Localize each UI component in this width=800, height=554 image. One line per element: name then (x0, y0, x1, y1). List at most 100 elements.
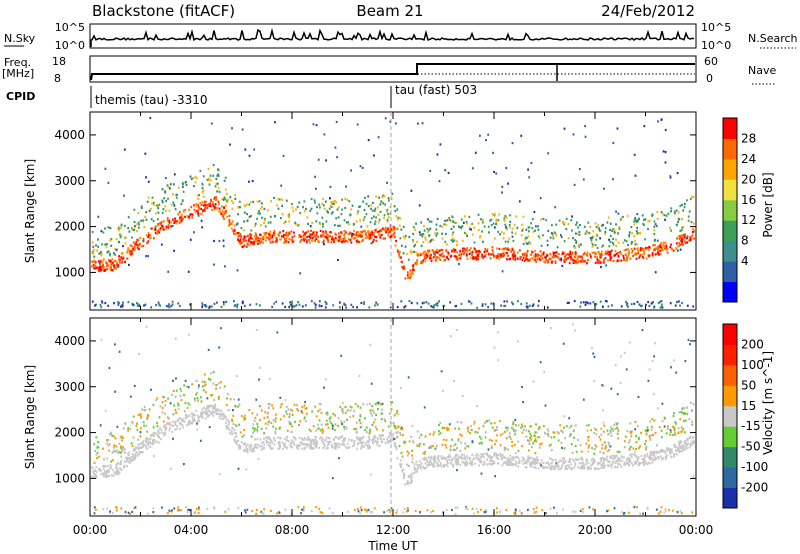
range-cell (384, 203, 386, 206)
range-cell (552, 234, 554, 237)
range-cell (166, 421, 169, 425)
range-cell (213, 208, 216, 211)
range-cell (447, 258, 450, 261)
range-cell (239, 447, 241, 450)
range-cell (180, 219, 183, 222)
range-cell (608, 238, 610, 241)
range-cell (593, 452, 596, 455)
range-cell (201, 302, 204, 305)
range-cell (201, 413, 204, 416)
range-cell (414, 262, 417, 265)
range-cell (199, 212, 202, 215)
range-cell (673, 429, 676, 432)
range-cell (148, 209, 151, 212)
range-cell (254, 222, 257, 225)
range-cell (604, 447, 607, 450)
range-cell (285, 238, 288, 241)
range-cell (425, 256, 428, 259)
range-cell (557, 256, 560, 259)
range-cell (240, 227, 243, 230)
range-cell (146, 241, 148, 244)
range-cell (436, 251, 439, 254)
range-cell (371, 232, 374, 235)
range-cell (222, 215, 225, 218)
range-cell (197, 414, 199, 417)
range-cell (470, 425, 472, 428)
range-cell (214, 203, 217, 206)
range-cell (102, 467, 105, 470)
range-cell (595, 445, 598, 448)
range-cell (422, 259, 425, 262)
range-cell (398, 445, 401, 448)
range-cell (231, 127, 233, 130)
range-cell (598, 259, 601, 262)
range-cell (243, 434, 245, 437)
range-cell (525, 242, 528, 245)
range-cell (274, 427, 277, 430)
range-cell (120, 462, 123, 465)
range-cell (397, 413, 400, 416)
range-cell (161, 211, 164, 214)
range-cell (408, 276, 411, 279)
range-cell (137, 226, 140, 229)
range-cell (454, 512, 457, 515)
range-cell (625, 368, 628, 371)
range-cell (117, 452, 119, 455)
range-cell (677, 235, 680, 238)
range-cell (176, 509, 179, 512)
range-cell (659, 244, 662, 247)
range-cell (442, 456, 445, 459)
range-cell (607, 250, 610, 253)
range-cell (334, 447, 337, 450)
range-cell (577, 458, 580, 461)
range-cell (203, 209, 206, 212)
range-cell (691, 440, 693, 443)
range-cell (322, 204, 325, 207)
range-cell (114, 437, 117, 440)
range-cell (386, 218, 389, 221)
range-cell (649, 246, 651, 249)
range-cell (378, 233, 380, 237)
range-cell (226, 215, 229, 218)
range-cell (255, 398, 258, 401)
range-cell (539, 427, 541, 430)
range-cell (550, 232, 553, 235)
range-cell (637, 438, 640, 441)
range-cell (353, 409, 356, 413)
range-cell (472, 458, 475, 461)
range-cell (615, 426, 618, 429)
range-cell (394, 244, 397, 247)
range-cell (260, 510, 263, 513)
range-cell (499, 444, 502, 447)
range-cell (681, 301, 683, 305)
range-cell (416, 430, 419, 433)
range-cell (511, 427, 514, 430)
range-cell (317, 427, 319, 430)
range-cell (392, 225, 395, 228)
range-cell (375, 239, 378, 242)
range-cell (142, 244, 145, 247)
range-cell (615, 210, 617, 213)
range-cell (341, 443, 344, 446)
range-cell (210, 404, 213, 407)
range-cell (154, 212, 157, 215)
range-cell (311, 221, 314, 224)
range-cell (626, 302, 629, 305)
range-cell (428, 463, 430, 467)
range-cell (236, 232, 239, 235)
range-cell (338, 232, 340, 235)
range-cell (547, 433, 549, 436)
range-cell (548, 457, 551, 460)
range-cell (613, 507, 616, 510)
range-cell (663, 511, 666, 514)
range-cell (679, 418, 682, 421)
range-cell (424, 435, 427, 438)
range-cell (309, 233, 312, 236)
range-cell (438, 464, 441, 467)
range-cell (187, 270, 190, 273)
range-cell (515, 424, 517, 427)
range-cell (321, 428, 324, 431)
range-cell (564, 258, 566, 261)
range-cell (660, 449, 662, 452)
